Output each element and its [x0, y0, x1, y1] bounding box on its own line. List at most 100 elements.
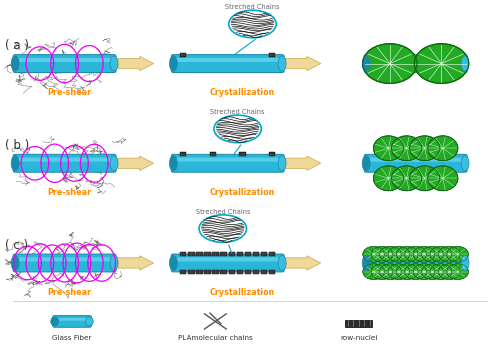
Ellipse shape — [371, 246, 393, 262]
Text: Streched Chains: Streched Chains — [226, 4, 280, 10]
Ellipse shape — [363, 264, 384, 280]
Text: PLAmolecular chains: PLAmolecular chains — [178, 335, 253, 341]
FancyBboxPatch shape — [176, 58, 280, 62]
Ellipse shape — [447, 264, 468, 280]
Bar — [196, 252, 202, 256]
FancyBboxPatch shape — [364, 154, 467, 172]
Text: Streched Chains: Streched Chains — [196, 209, 250, 215]
Ellipse shape — [11, 56, 19, 71]
Bar — [269, 152, 276, 156]
Ellipse shape — [362, 256, 370, 271]
Bar — [269, 252, 276, 256]
Ellipse shape — [396, 264, 418, 280]
Bar — [253, 270, 260, 274]
Text: Crystallization: Crystallization — [210, 288, 276, 297]
FancyBboxPatch shape — [368, 58, 462, 62]
Bar — [245, 270, 251, 274]
Ellipse shape — [170, 56, 177, 71]
Bar — [236, 252, 243, 256]
Bar — [240, 152, 246, 156]
Ellipse shape — [362, 44, 417, 83]
Bar — [204, 270, 210, 274]
Bar — [261, 270, 268, 274]
FancyArrow shape — [285, 56, 320, 71]
FancyBboxPatch shape — [368, 158, 462, 162]
Bar — [245, 252, 251, 256]
FancyArrow shape — [118, 256, 154, 270]
Ellipse shape — [380, 246, 401, 262]
Ellipse shape — [278, 156, 286, 171]
Ellipse shape — [410, 136, 440, 161]
Ellipse shape — [374, 136, 404, 161]
Bar — [220, 270, 227, 274]
Ellipse shape — [228, 10, 276, 38]
Bar — [269, 52, 276, 57]
FancyArrow shape — [285, 156, 320, 170]
Ellipse shape — [414, 44, 469, 83]
FancyBboxPatch shape — [172, 254, 284, 272]
Ellipse shape — [170, 256, 177, 271]
FancyBboxPatch shape — [18, 257, 112, 261]
FancyBboxPatch shape — [52, 316, 92, 327]
Text: Crystallization: Crystallization — [210, 88, 276, 97]
FancyBboxPatch shape — [13, 154, 116, 172]
Ellipse shape — [371, 264, 393, 280]
Ellipse shape — [428, 166, 458, 191]
Ellipse shape — [428, 136, 458, 161]
Ellipse shape — [430, 264, 452, 280]
Ellipse shape — [278, 256, 286, 271]
Text: row-nuclei: row-nuclei — [340, 335, 378, 341]
FancyBboxPatch shape — [364, 55, 467, 72]
Bar — [204, 252, 210, 256]
Ellipse shape — [50, 317, 58, 326]
Bar — [228, 270, 235, 274]
Ellipse shape — [110, 256, 118, 271]
Ellipse shape — [392, 166, 422, 191]
FancyBboxPatch shape — [176, 257, 280, 261]
Bar — [180, 252, 186, 256]
Ellipse shape — [380, 264, 401, 280]
Ellipse shape — [396, 246, 418, 262]
FancyBboxPatch shape — [57, 318, 87, 321]
Bar — [188, 270, 194, 274]
Text: ( a ): ( a ) — [5, 40, 29, 52]
Ellipse shape — [405, 264, 426, 280]
Bar — [220, 252, 227, 256]
Bar — [212, 270, 219, 274]
Ellipse shape — [461, 156, 469, 171]
Text: ( c ): ( c ) — [5, 239, 28, 252]
FancyBboxPatch shape — [364, 254, 467, 272]
Bar — [228, 252, 235, 256]
FancyBboxPatch shape — [176, 158, 280, 162]
Ellipse shape — [388, 264, 409, 280]
Ellipse shape — [199, 215, 246, 242]
Ellipse shape — [11, 256, 19, 271]
Ellipse shape — [363, 246, 384, 262]
Ellipse shape — [410, 166, 440, 191]
Text: Pre-shear: Pre-shear — [48, 88, 92, 97]
Bar — [180, 270, 186, 274]
Text: Pre-shear: Pre-shear — [48, 188, 92, 197]
Ellipse shape — [362, 56, 370, 71]
FancyBboxPatch shape — [172, 154, 284, 172]
Bar — [261, 252, 268, 256]
FancyArrow shape — [285, 256, 320, 270]
Text: Streched Chains: Streched Chains — [210, 109, 265, 115]
FancyBboxPatch shape — [13, 254, 116, 272]
Ellipse shape — [422, 264, 444, 280]
Bar — [180, 52, 186, 57]
Bar — [236, 270, 243, 274]
FancyBboxPatch shape — [368, 257, 462, 261]
Ellipse shape — [362, 156, 370, 171]
Ellipse shape — [11, 156, 19, 171]
Bar — [212, 252, 219, 256]
Bar — [253, 252, 260, 256]
Ellipse shape — [447, 246, 468, 262]
Text: Pre-shear: Pre-shear — [48, 288, 92, 297]
FancyArrow shape — [118, 56, 154, 71]
Ellipse shape — [438, 246, 460, 262]
Ellipse shape — [374, 166, 404, 191]
Ellipse shape — [413, 246, 435, 262]
Ellipse shape — [413, 264, 435, 280]
Ellipse shape — [110, 156, 118, 171]
